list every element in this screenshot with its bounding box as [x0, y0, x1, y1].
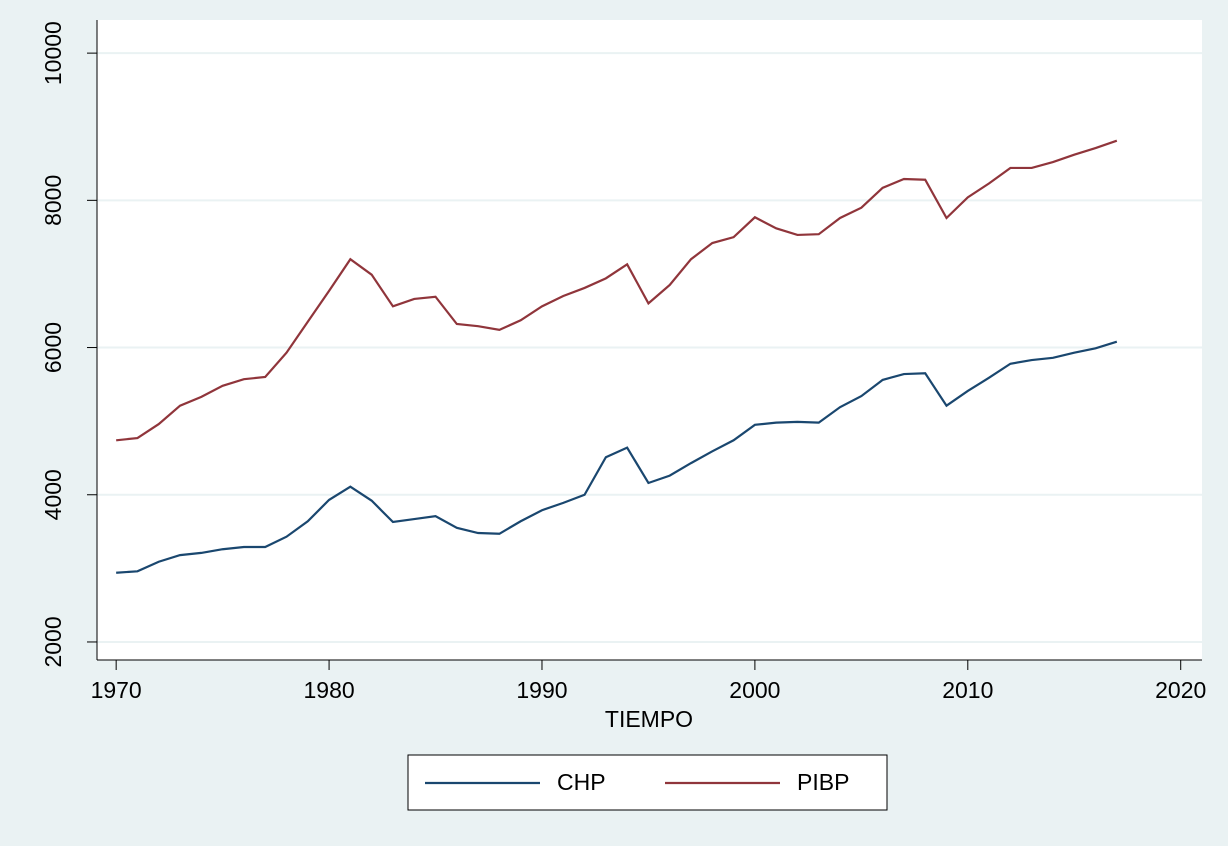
- line-series: [116, 139, 1118, 442]
- x-tick-label: 2010: [942, 677, 993, 703]
- x-tick-label: 1970: [91, 677, 142, 703]
- y-tick-label: 10000: [40, 21, 66, 85]
- legend-label: PIBP: [797, 769, 849, 795]
- x-tick-label: 1990: [516, 677, 567, 703]
- legend-label: CHP: [557, 769, 606, 795]
- x-tick-label: 1980: [303, 677, 354, 703]
- x-tick-label: 2020: [1155, 677, 1206, 703]
- y-tick-label: 8000: [40, 175, 66, 226]
- y-tick-label: 2000: [40, 616, 66, 667]
- y-tick-label: 4000: [40, 469, 66, 520]
- x-tick-label: 2000: [729, 677, 780, 703]
- line-series: [116, 340, 1118, 574]
- y-tick-label: 6000: [40, 322, 66, 373]
- plot-area: [97, 20, 1202, 660]
- x-axis-label: TIEMPO: [605, 706, 693, 732]
